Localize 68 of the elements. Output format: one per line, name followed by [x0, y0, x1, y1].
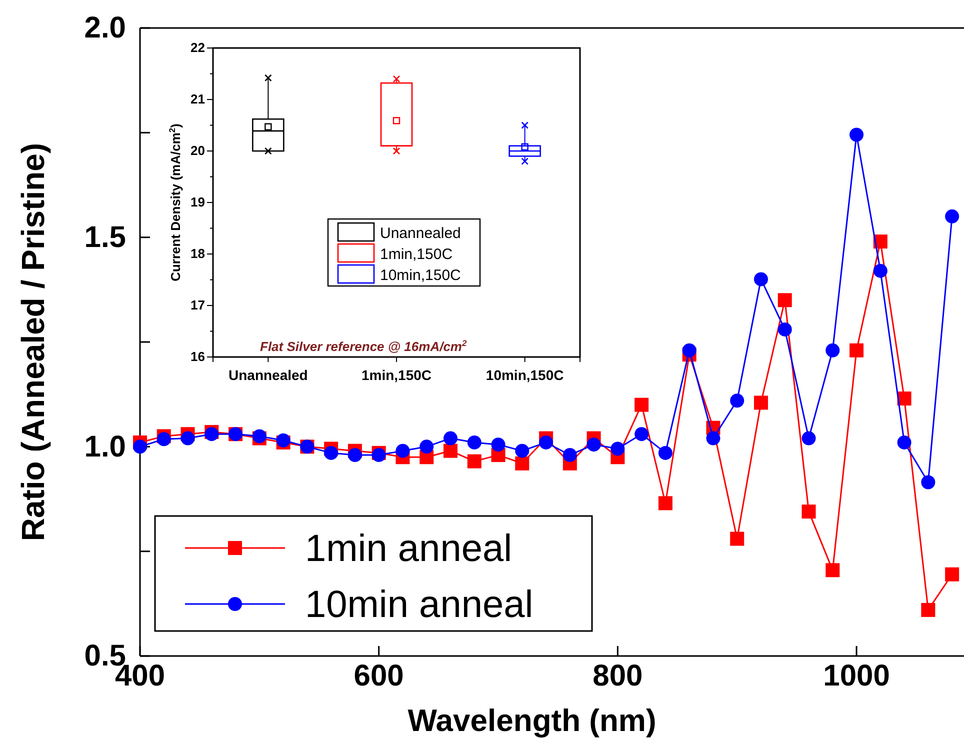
- point: [754, 396, 768, 410]
- y-tick-label: 1.0: [84, 430, 126, 464]
- point: [826, 563, 840, 578]
- point: [348, 448, 362, 462]
- x-axis-title: Wavelength (nm): [408, 703, 656, 738]
- legend-label: 10min,150C: [380, 267, 462, 284]
- y-tick-label: 21: [190, 92, 205, 107]
- legend-label: 1min anneal: [305, 528, 512, 570]
- point: [850, 343, 864, 358]
- point: [658, 496, 672, 510]
- annotation: Flat Silver reference @ 16mA/cm$^{2}$: [260, 338, 467, 354]
- point: [754, 272, 768, 286]
- point: [802, 431, 816, 446]
- y-tick-label: 16: [190, 349, 205, 364]
- y-tick-label: 20: [190, 143, 205, 158]
- x-tick-label: Unannealed: [228, 366, 308, 383]
- point: [826, 343, 840, 358]
- legend-label: 1min,150C: [380, 246, 453, 263]
- y-axis-title: Ratio (Annealed / Pristine): [15, 142, 51, 542]
- point: [921, 602, 936, 617]
- x-tick-label: 1000: [823, 659, 890, 692]
- point: [634, 427, 649, 442]
- x-tick-label: 800: [592, 659, 643, 692]
- point: [467, 435, 482, 450]
- point: [897, 392, 912, 406]
- point: [156, 432, 171, 446]
- point: [730, 394, 744, 408]
- point: [396, 444, 410, 458]
- point: [539, 435, 554, 450]
- point: [443, 444, 458, 458]
- y-tick-label: 22: [190, 40, 205, 56]
- legend-label: Unannealed: [380, 225, 461, 242]
- point: [515, 444, 530, 458]
- x-tick-label: 10min,150C: [486, 366, 564, 383]
- point: [706, 431, 720, 446]
- point: [658, 446, 672, 460]
- point: [133, 440, 147, 454]
- x-tick-label: 600: [354, 659, 404, 692]
- point: [778, 322, 792, 336]
- y-tick-label: 18: [190, 246, 205, 262]
- point: [515, 456, 530, 470]
- y-tick-label: 2.0: [84, 12, 126, 45]
- point: [945, 567, 960, 582]
- legend-label: 10min anneal: [305, 584, 534, 626]
- point: [467, 454, 482, 468]
- point: [873, 264, 888, 278]
- point: [180, 431, 195, 446]
- point: [372, 448, 386, 462]
- point: [682, 343, 696, 358]
- point: [562, 448, 577, 462]
- point: [491, 438, 506, 452]
- point: [921, 475, 936, 490]
- y-tick-label: 17: [190, 298, 205, 313]
- y-tick-label: 19: [190, 194, 205, 210]
- point: [420, 440, 434, 454]
- point: [586, 438, 601, 452]
- point: [634, 398, 649, 412]
- point: [610, 442, 625, 456]
- point: [897, 435, 912, 450]
- point: [850, 128, 864, 142]
- x-tick-label: 1min,150C: [361, 366, 432, 383]
- point: [945, 209, 960, 224]
- point: [324, 446, 338, 460]
- point: [443, 431, 458, 446]
- point: [802, 504, 816, 519]
- point: [730, 532, 744, 546]
- y-tick-label: 1.5: [84, 220, 126, 254]
- point: [778, 293, 792, 308]
